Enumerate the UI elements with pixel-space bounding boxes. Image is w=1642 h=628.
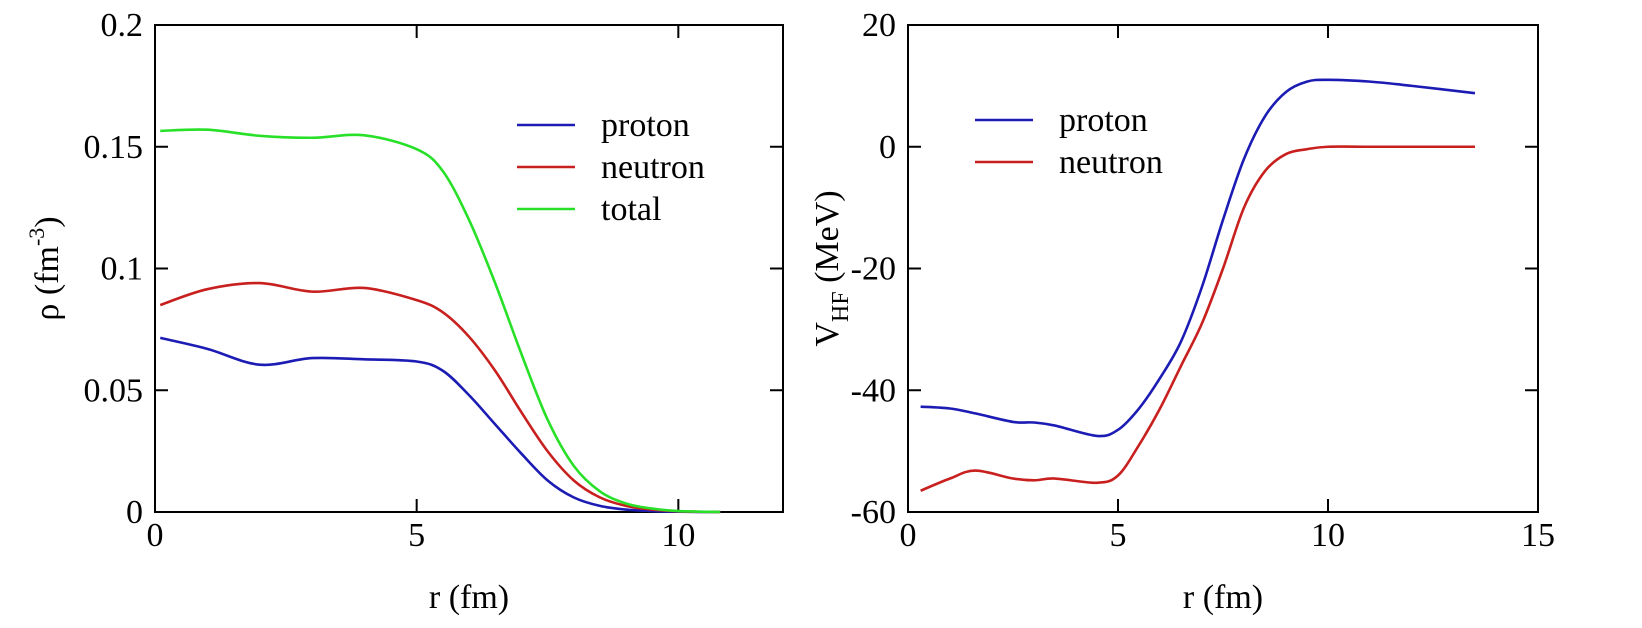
y-label-sub: HF — [828, 291, 854, 322]
legend-label: proton — [601, 107, 690, 144]
y-tick-label: 0 — [879, 129, 896, 166]
y-axis-label: VHF (MeV) — [809, 190, 854, 346]
legend-label: neutron — [1059, 144, 1163, 181]
y-tick-label: 0.05 — [84, 372, 144, 409]
plot-frame — [907, 24, 1539, 513]
x-tick-label: 10 — [1311, 517, 1345, 554]
legend-label: proton — [1059, 102, 1148, 139]
y-tick-label: -60 — [851, 494, 896, 531]
y-label-base: V — [809, 322, 846, 347]
y-tick-label: -20 — [851, 251, 896, 288]
y-tick-label: 0.15 — [84, 129, 144, 166]
series-line — [159, 281, 721, 514]
x-axis-label: r (fm) — [1183, 579, 1263, 616]
y-axis-label: ρ (fm-3) — [24, 216, 66, 320]
y-label-tail: (MeV) — [809, 190, 846, 291]
y-tick-label: 0.2 — [101, 7, 144, 44]
y-label-sup: -3 — [24, 228, 49, 246]
x-tick-label: 15 — [1521, 517, 1555, 554]
series-line — [920, 78, 1476, 438]
y-label-base: ρ (fm — [29, 246, 66, 321]
x-tick-label: 0 — [147, 517, 164, 554]
y-tick-label: -40 — [851, 372, 896, 409]
series-line — [159, 336, 721, 514]
y-tick-label: 0.1 — [101, 251, 144, 288]
y-tick-label: 0 — [126, 494, 143, 531]
x-tick-label: 10 — [661, 517, 695, 554]
x-axis-label: r (fm) — [429, 579, 509, 616]
y-label-tail: ) — [29, 216, 66, 227]
x-tick-label: 5 — [1110, 517, 1127, 554]
legend-label: neutron — [601, 149, 705, 186]
x-tick-label: 0 — [900, 517, 917, 554]
y-tick-label: 20 — [862, 7, 896, 44]
plot-frame — [154, 24, 784, 513]
legend-label: total — [601, 191, 661, 228]
series-line — [920, 145, 1475, 492]
x-tick-label: 5 — [408, 517, 425, 554]
series-line — [160, 128, 721, 514]
